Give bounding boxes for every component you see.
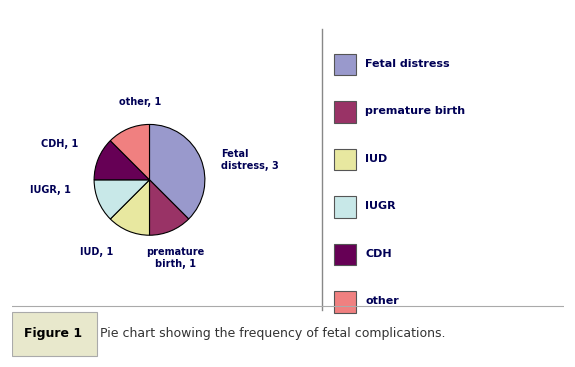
Text: premature birth: premature birth bbox=[366, 106, 466, 116]
Text: IUGR, 1: IUGR, 1 bbox=[30, 185, 71, 195]
Text: CDH: CDH bbox=[366, 249, 392, 259]
Wedge shape bbox=[94, 180, 150, 219]
Text: IUGR: IUGR bbox=[366, 201, 396, 211]
Text: Pie chart showing the frequency of fetal complications.: Pie chart showing the frequency of fetal… bbox=[100, 327, 445, 340]
Wedge shape bbox=[94, 141, 150, 180]
Bar bbox=[334, 196, 356, 218]
Text: CDH, 1: CDH, 1 bbox=[41, 139, 78, 149]
Text: other, 1: other, 1 bbox=[118, 97, 161, 107]
Text: other: other bbox=[366, 296, 399, 306]
Bar bbox=[334, 244, 356, 265]
Text: IUD, 1: IUD, 1 bbox=[81, 247, 114, 257]
Wedge shape bbox=[150, 180, 189, 235]
Bar bbox=[334, 101, 356, 123]
Text: Fetal
distress, 3: Fetal distress, 3 bbox=[221, 149, 279, 171]
Bar bbox=[334, 291, 356, 313]
Wedge shape bbox=[110, 180, 150, 235]
Wedge shape bbox=[150, 124, 205, 219]
Text: IUD: IUD bbox=[366, 154, 388, 164]
Text: Fetal distress: Fetal distress bbox=[366, 59, 450, 69]
Bar bbox=[334, 149, 356, 170]
Text: premature
birth, 1: premature birth, 1 bbox=[147, 247, 205, 269]
Text: Figure 1: Figure 1 bbox=[24, 327, 82, 340]
FancyBboxPatch shape bbox=[12, 312, 97, 356]
Wedge shape bbox=[110, 124, 150, 180]
Bar bbox=[334, 54, 356, 75]
